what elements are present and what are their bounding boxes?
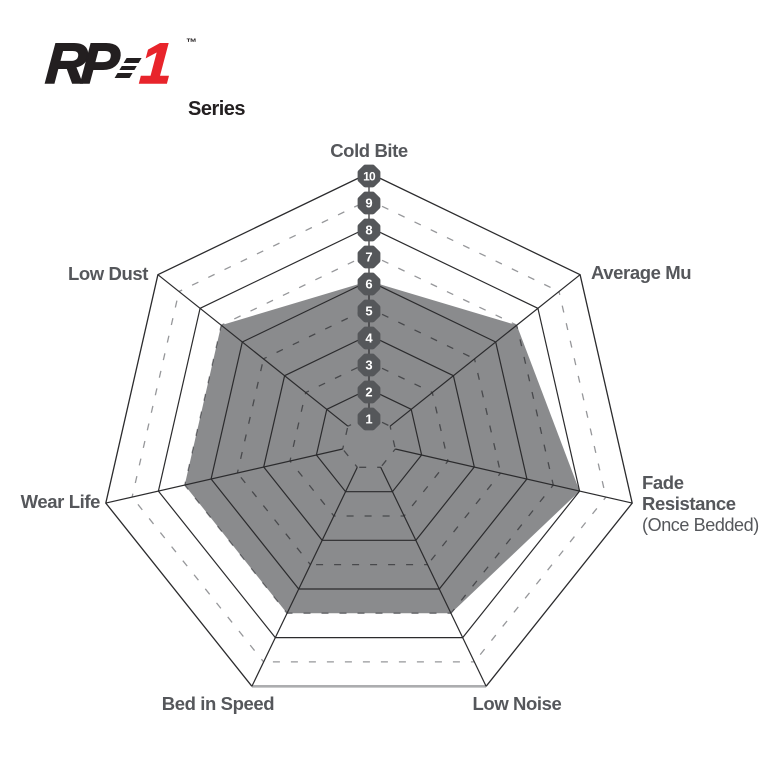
axis-label-low-noise: Low Noise: [473, 693, 562, 714]
scale-badge-shape: [357, 218, 381, 242]
scale-badge-5: 5: [357, 299, 381, 323]
grid-ring-solid-2: [315, 388, 423, 493]
trademark-symbol: ™: [186, 37, 197, 49]
scale-badge-shape: [357, 245, 381, 269]
axis-label-fade-resistance-once-bedded-: Resistance: [642, 493, 736, 514]
scale-badge-6: 6: [357, 272, 381, 296]
axis-label-cold-bite: Cold Bite: [330, 140, 408, 161]
axis-label-fade-resistance-once-bedded-: (Once Bedded): [642, 515, 759, 535]
data-polygon-rp1: [184, 281, 580, 614]
scale-badge-3: 3: [357, 353, 381, 377]
scale-badge-number: 8: [365, 223, 372, 238]
scale-badge-shape: [357, 191, 381, 215]
axis-label-bed-in-speed: Bed in Speed: [162, 693, 274, 714]
scale-badge-shape: [357, 407, 381, 431]
scale-badge-shape: [357, 164, 381, 188]
scale-badge-number: 1: [365, 412, 372, 427]
scale-badge-2: 2: [357, 380, 381, 404]
scale-badge-number: 2: [365, 385, 372, 400]
grid-ring-dashed-in-3: [289, 361, 449, 517]
scale-badge-shape: [357, 353, 381, 377]
scale-badge-number: 3: [365, 358, 372, 373]
scale-badge-7: 7: [357, 245, 381, 269]
scale-badge-shape: [357, 272, 381, 296]
axis-spoke-4: [251, 467, 358, 687]
axis-label-average-mu: Average Mu: [591, 262, 691, 283]
scale-badge-number: 6: [365, 277, 372, 292]
grid-ring-dashed-in-5: [236, 307, 502, 566]
axis-spoke-1: [389, 274, 581, 427]
scale-badge-number: 7: [365, 250, 372, 265]
rp1-logo: RP 1 ™ Series: [43, 31, 266, 120]
scale-badge-number: 4: [365, 331, 373, 346]
axis-spoke-3: [380, 467, 487, 687]
scale-badge-shape: [357, 326, 381, 350]
axis-label-fade-resistance-once-bedded-: Fade: [642, 472, 684, 493]
scale-badge-number: 5: [365, 304, 372, 319]
scale-badge-1: 1: [357, 407, 381, 431]
scale-badge-10: 10: [357, 164, 381, 188]
grid-ring-dashed-9: [131, 199, 607, 663]
scale-badge-8: 8: [357, 218, 381, 242]
grid-ring-solid-6: [210, 280, 528, 590]
axis-label-wear-life: Wear Life: [21, 491, 100, 512]
scale-badge-4: 4: [357, 326, 381, 350]
axis-spoke-2: [395, 448, 633, 504]
scale-badge-9: 9: [357, 191, 381, 215]
axis-spoke-5: [105, 448, 343, 504]
scale-badge-shape: [357, 380, 381, 404]
axis-label-low-dust: Low Dust: [68, 263, 148, 284]
scale-badge-shape: [357, 299, 381, 323]
logo-series-label: Series: [188, 98, 246, 120]
axis-spoke-6: [157, 274, 349, 427]
scale-badge-number: 10: [363, 170, 376, 184]
grid-ring-solid-8: [157, 226, 581, 639]
scale-badge-number: 9: [365, 196, 372, 211]
grid-ring-solid-4: [263, 334, 475, 541]
